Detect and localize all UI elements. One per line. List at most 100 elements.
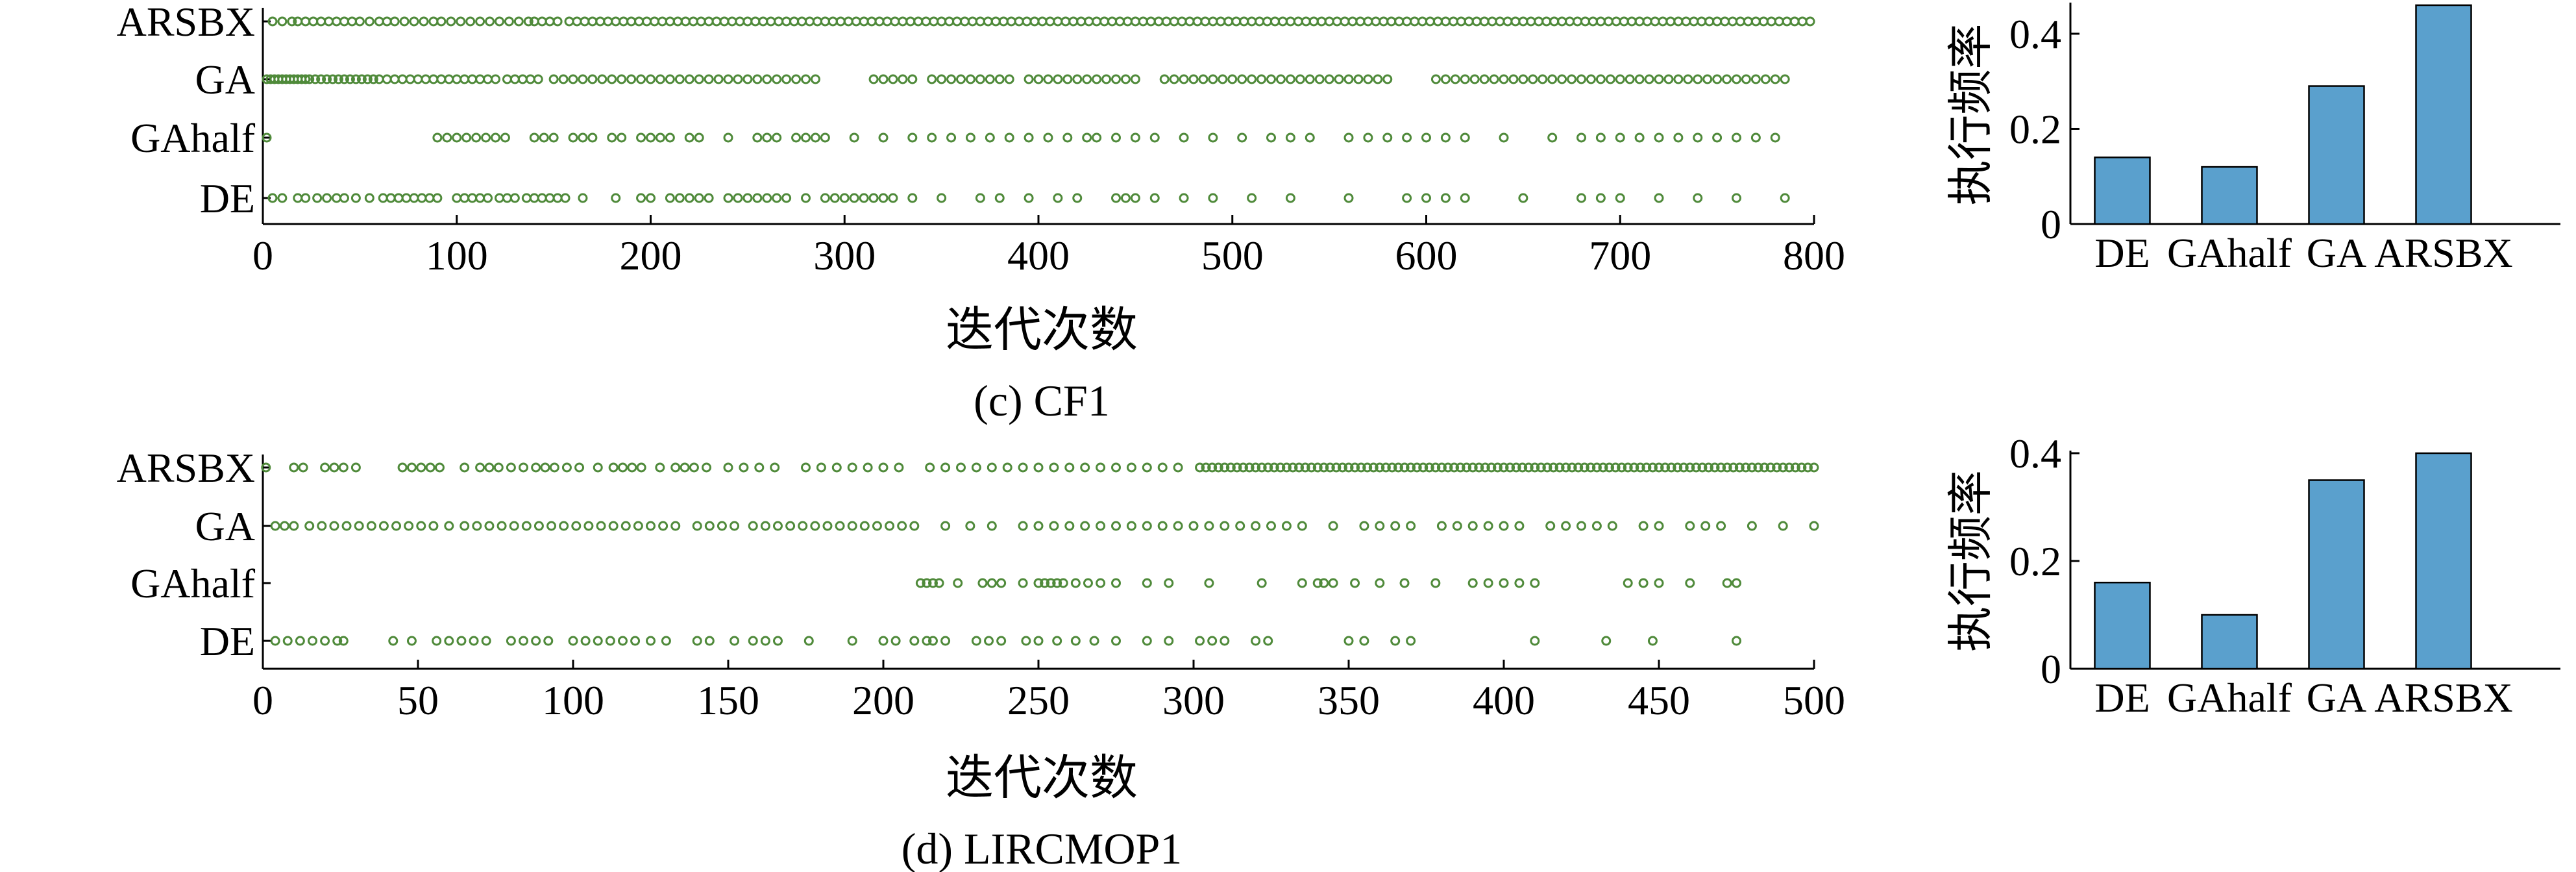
data-point-arsbx	[1300, 462, 1310, 473]
data-point-de	[1359, 636, 1369, 646]
data-point-arsbx	[913, 16, 924, 27]
data-point-gahalf	[1402, 132, 1412, 143]
data-point-ga	[1390, 521, 1401, 531]
data-point-ga	[1518, 74, 1528, 84]
data-point-gahalf	[772, 132, 782, 143]
data-point-gahalf	[878, 132, 889, 143]
data-point-arsbx	[324, 16, 334, 27]
data-point-arsbx	[1424, 462, 1434, 473]
data-point-arsbx	[484, 462, 495, 473]
data-point-gahalf	[1082, 132, 1092, 143]
data-point-de	[1343, 636, 1354, 646]
data-point-arsbx	[1220, 462, 1230, 473]
data-point-ga	[341, 521, 352, 531]
data-point-ga	[1111, 74, 1121, 84]
data-point-ga	[548, 74, 559, 84]
data-point-de	[922, 636, 932, 646]
data-point-arsbx	[1232, 462, 1242, 473]
data-point-ga	[460, 521, 470, 531]
data-point-arsbx	[1573, 16, 1583, 27]
data-point-de	[723, 193, 733, 203]
data-point-arsbx	[1064, 462, 1075, 473]
y-tick-label: GA	[195, 503, 255, 549]
data-point-ga	[1545, 521, 1556, 531]
data-point-arsbx	[456, 16, 466, 27]
data-point-de	[568, 636, 578, 646]
data-point-arsbx	[1650, 16, 1660, 27]
data-point-arsbx	[523, 16, 534, 27]
data-point-ga	[748, 521, 758, 531]
data-point-ga	[444, 74, 454, 84]
data-point-de	[307, 636, 317, 646]
data-point-arsbx	[1728, 16, 1738, 27]
data-point-de	[1111, 636, 1121, 646]
data-point-arsbx	[1474, 462, 1484, 473]
data-point-arsbx	[1722, 462, 1732, 473]
data-point-ga	[646, 74, 656, 84]
data-point-arsbx	[835, 16, 846, 27]
panel-d: 0 50 100 150 200 250 300 350 400 450 500 DE GAhalf GA…	[117, 430, 2560, 872]
data-point-ga	[1440, 74, 1451, 84]
data-point-arsbx	[649, 16, 659, 27]
data-point-gahalf	[1058, 578, 1068, 588]
data-point-ga	[927, 74, 937, 84]
data-point-ga	[568, 74, 578, 84]
data-point-gahalf	[1750, 132, 1761, 143]
data-point-arsbx	[574, 462, 585, 473]
data-point-de	[1052, 636, 1062, 646]
data-point-ga	[1561, 521, 1571, 531]
data-point-arsbx	[882, 16, 892, 27]
data-point-de	[937, 193, 947, 203]
data-point-arsbx	[298, 462, 308, 473]
scatter-chart-c: 0 100 200 300 400 500 600 700 800 DE GAhalf GA ARSBX	[117, 0, 1845, 279]
data-point-arsbx	[1741, 462, 1751, 473]
data-point-gahalf	[1375, 578, 1385, 588]
data-point-arsbx	[878, 462, 889, 473]
data-point-arsbx	[894, 462, 904, 473]
data-point-de	[578, 193, 588, 203]
data-point-arsbx	[1418, 462, 1429, 473]
data-point-arsbx	[1142, 462, 1152, 473]
data-point-arsbx	[494, 16, 504, 27]
data-point-gahalf	[1142, 578, 1152, 588]
bar-x-tick-label: GAhalf	[2167, 230, 2292, 276]
data-point-arsbx	[1099, 16, 1110, 27]
data-point-arsbx	[959, 16, 970, 27]
data-point-ga	[382, 74, 392, 84]
data-point-arsbx	[1595, 16, 1606, 27]
data-point-arsbx	[506, 462, 516, 473]
data-point-de	[293, 193, 303, 203]
data-point-de	[617, 636, 628, 646]
data-point-arsbx	[634, 16, 644, 27]
data-point-de	[781, 193, 792, 203]
data-point-gahalf	[820, 132, 830, 143]
data-point-arsbx	[863, 462, 873, 473]
data-point-arsbx	[975, 16, 985, 27]
data-point-arsbx	[428, 16, 439, 27]
data-point-ga	[1142, 521, 1152, 531]
data-point-ga	[733, 74, 743, 84]
data-point-arsbx	[1130, 16, 1140, 27]
data-point-arsbx	[446, 16, 456, 27]
data-point-ga	[1198, 74, 1208, 84]
data-point-arsbx	[1492, 462, 1503, 473]
data-point-gahalf	[1467, 578, 1478, 588]
data-point-arsbx	[1673, 16, 1684, 27]
data-point-de	[971, 636, 981, 646]
data-point-gahalf	[1654, 578, 1664, 588]
data-point-ga	[491, 74, 500, 84]
data-point-arsbx	[1534, 16, 1544, 27]
data-point-ga	[810, 74, 820, 84]
data-point-de	[1208, 193, 1218, 203]
data-point-arsbx	[1207, 462, 1218, 473]
data-point-ga	[965, 521, 975, 531]
x-tick-label: 800	[1783, 232, 1845, 279]
data-point-gahalf	[646, 132, 656, 143]
data-point-gahalf	[1623, 578, 1633, 588]
data-point-ga	[872, 521, 882, 531]
data-point-gahalf	[1319, 578, 1329, 588]
data-point-de	[636, 193, 646, 203]
data-point-arsbx	[1393, 462, 1403, 473]
data-point-de	[560, 193, 570, 203]
data-point-gahalf	[1092, 132, 1102, 143]
